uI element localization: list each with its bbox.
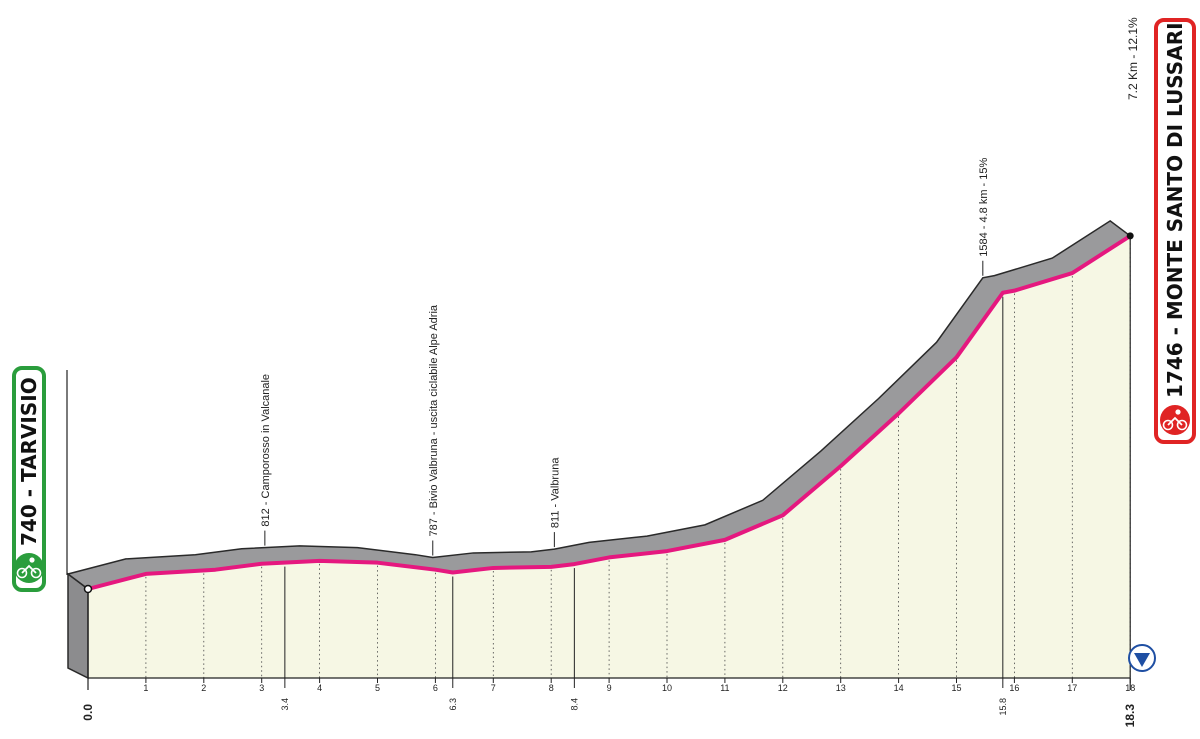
landmark-km-label: 3.4: [280, 698, 290, 711]
distance-tick-label: 11: [720, 683, 729, 693]
gps-marker-arrow: [1134, 653, 1150, 667]
landmark-label: 811 - Valbruna: [549, 457, 561, 528]
distance-tick-label: 14: [894, 683, 904, 693]
cyclist-icon-green-wheel: [16, 567, 28, 579]
cyclist-icon-red: [1160, 405, 1190, 435]
finish-point: [1126, 232, 1134, 240]
distance-tick-label: 5: [375, 683, 380, 693]
distance-tick-label: 17: [1067, 683, 1077, 693]
km-start-label: 0.0: [81, 704, 95, 721]
landmark-km-label: 15.8: [998, 698, 1008, 716]
distance-tick-label: 3: [259, 683, 264, 693]
landmark-km-label: 8.4: [569, 698, 579, 711]
km-end-label: 18.3: [1123, 704, 1137, 728]
distance-tick-label: 4: [317, 683, 322, 693]
profile-badges: 740 - TARVISIO 1746 - MONTE SANTO DI LUSS…: [12, 18, 1196, 672]
finish-climb-label: 7.2 Km - 12.1%: [1126, 17, 1140, 100]
cyclist-icon-red-wheel: [1162, 419, 1174, 431]
profile-marks: 1 2 3 4 5 6 7 8 9 10 11 12 13 14 15 16 17 18: [66, 232, 1135, 693]
cyclist-icon-red-disc: [1160, 405, 1190, 435]
distance-tick-label: 15: [951, 683, 961, 693]
distance-tick-label: 8: [549, 683, 554, 693]
landmark-label: 787 - Bivio Valbruna - uscita ciclabile …: [428, 304, 440, 536]
distance-tick-label: 12: [778, 683, 788, 693]
cyclist-icon-green-head: [29, 557, 35, 563]
finish-badge: 1746 - MONTE SANTO DI LUSSARI: [1154, 18, 1196, 444]
finish-badge-frame: [1154, 18, 1196, 444]
profile-area: [88, 235, 1131, 679]
distance-tick-label: 6: [433, 683, 438, 693]
landmark-km-label: 6.3: [448, 698, 458, 711]
cyclist-icon-green-disc: [14, 553, 44, 583]
distance-tick-label: 7: [491, 683, 496, 693]
cyclist-icon-green-wheel: [30, 567, 42, 579]
distance-tick-label: 16: [1009, 683, 1019, 693]
profile-road-line: [87, 234, 1132, 591]
distance-tick-label: 2: [201, 683, 206, 693]
start-point: [83, 584, 93, 594]
finish-badge-label: 1746 - MONTE SANTO DI LUSSARI: [1163, 22, 1187, 398]
cyclist-icon-green: [14, 553, 44, 583]
start-badge: 740 - TARVISIO: [12, 366, 46, 592]
distance-tick-label: 1: [143, 683, 148, 693]
distance-tick-label: 10: [662, 683, 672, 693]
distance-tick-label: 9: [607, 683, 612, 693]
cyclist-icon-red-wheel: [1176, 419, 1188, 431]
cyclist-icon-red-head: [1175, 409, 1181, 415]
profile-labels: 0.0 18.3 812 - Camporosso in Valcanale 3.4 7…: [81, 17, 1140, 727]
landmark-label: 812 - Camporosso in Valcanale: [260, 374, 272, 527]
landmark-label: 1584 - 4.8 km - 15%: [978, 157, 990, 256]
start-badge-frame: [12, 366, 46, 592]
start-badge-label: 740 - TARVISIO: [17, 377, 41, 546]
gps-marker-icon: [1128, 644, 1156, 672]
cyclist-icon-green-frame-bar: [21, 564, 37, 574]
cyclist-icon-red-frame-bar: [1167, 416, 1183, 426]
distance-tick-label: 13: [836, 683, 846, 693]
